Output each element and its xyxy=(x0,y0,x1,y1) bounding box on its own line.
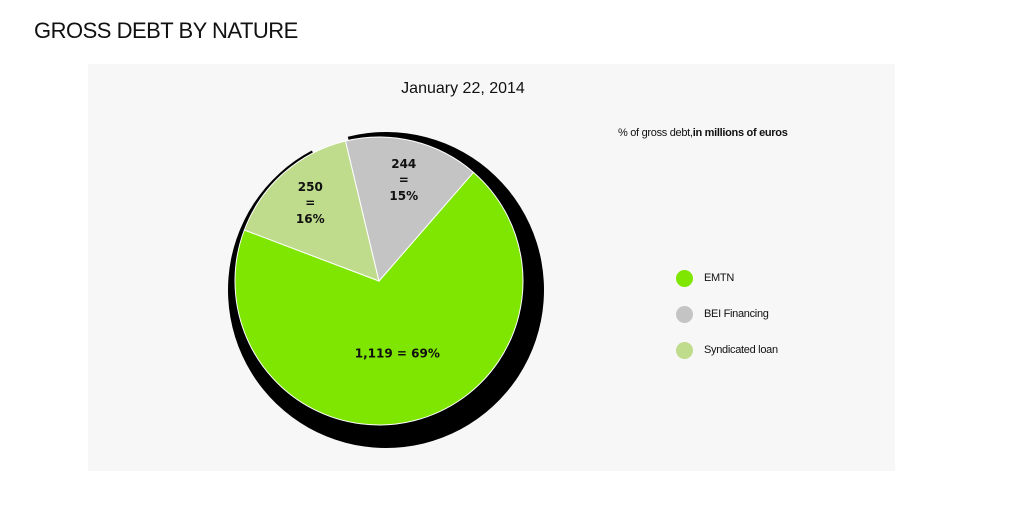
slice-label-line: 16% xyxy=(296,212,325,226)
legend-item-bei-financing[interactable]: BEI Financing xyxy=(676,305,778,323)
unit-label: % of gross debt,in millions of euros xyxy=(618,127,788,139)
legend-swatch-bei-financing xyxy=(676,305,693,323)
slice-label-bei-financing: 244 = 15% xyxy=(389,157,418,203)
legend-item-syndicated-loan[interactable]: Syndicated loan xyxy=(676,341,778,359)
slice-label-emtn: 1,119 = 69% xyxy=(355,347,440,361)
chart-title: January 22, 2014 xyxy=(401,80,525,97)
legend-item-emtn[interactable]: EMTN xyxy=(676,269,778,287)
slice-label-line: 244 xyxy=(391,157,416,171)
slice-label-syndicated-loan: 250 = 16% xyxy=(296,180,325,226)
legend: EMTN BEI Financing Syndicated loan xyxy=(676,269,778,377)
legend-swatch-emtn xyxy=(676,269,693,287)
slice-label-line: 15% xyxy=(389,189,418,203)
slice-label-line: 250 xyxy=(298,180,323,194)
pie-slice-emtn[interactable] xyxy=(234,171,524,426)
slice-label-line: = xyxy=(399,173,409,187)
pie-slice-syndicated-loan[interactable] xyxy=(243,140,380,282)
slice-label-line: = xyxy=(305,196,315,210)
legend-label-bei-financing: BEI Financing xyxy=(704,308,769,320)
page-title: GROSS DEBT BY NATURE xyxy=(34,18,298,43)
legend-swatch-syndicated-loan xyxy=(676,341,693,359)
legend-label-syndicated-loan: Syndicated loan xyxy=(704,344,778,356)
unit-label-bold: in millions of euros xyxy=(692,127,788,139)
pie-slice-bei-financing[interactable] xyxy=(344,136,475,283)
legend-label-emtn: EMTN xyxy=(704,272,734,284)
unit-label-prefix: % of gross debt, xyxy=(618,127,693,139)
